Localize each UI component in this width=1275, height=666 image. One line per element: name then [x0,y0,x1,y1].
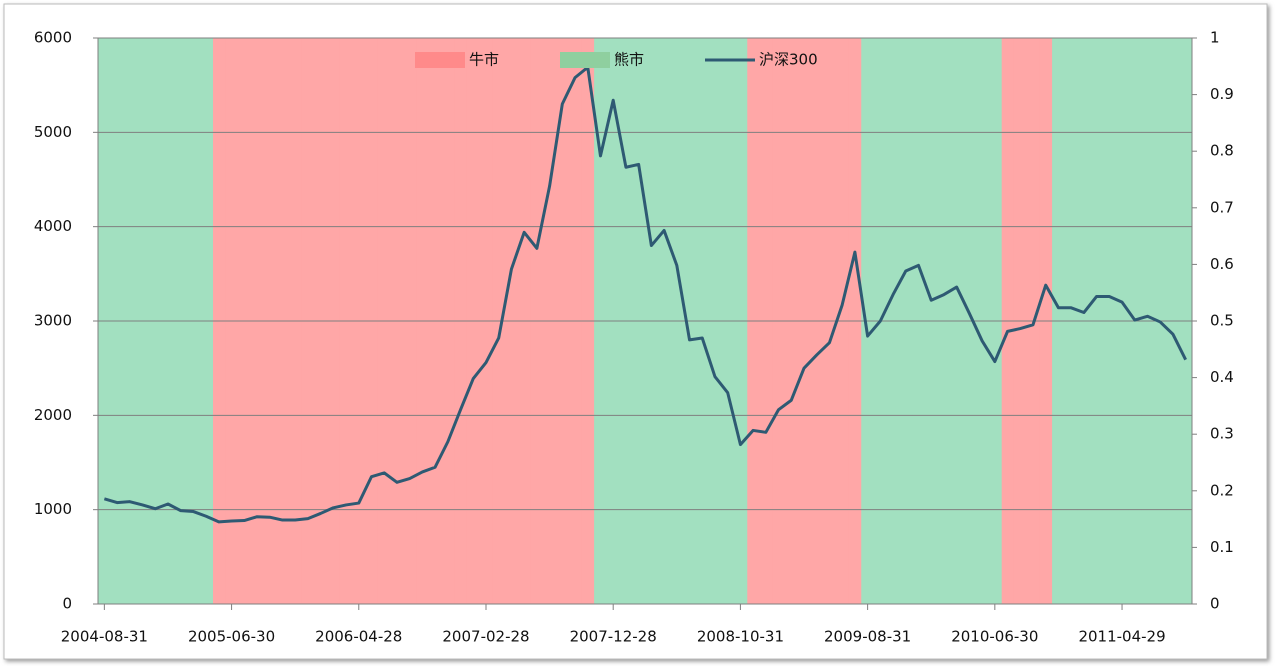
x-tick-label: 2008-10-31 [697,628,784,646]
y2-tick-label: 0.7 [1210,198,1234,216]
legend-swatch [560,52,610,68]
y-tick-label: 2000 [34,406,72,424]
y2-tick-label: 0.5 [1210,312,1234,330]
legend-label: 熊市 [614,51,644,69]
y-tick-label: 4000 [34,217,72,235]
x-tick-label: 2005-06-30 [188,628,275,646]
y-tick-label: 5000 [34,123,72,141]
y2-tick-label: 0.6 [1210,255,1234,273]
y2-tick-label: 0.3 [1210,425,1234,443]
y2-tick-label: 0.9 [1210,85,1234,103]
y2-tick-label: 1 [1210,29,1220,47]
legend-swatch [415,52,465,68]
x-tick-label: 2011-04-29 [1078,628,1165,646]
legend-label: 牛市 [469,51,499,69]
line-series [103,65,1187,524]
x-tick-label: 2007-02-28 [442,628,529,646]
y-tick-label: 1000 [34,500,72,518]
x-tick-label: 2007-12-28 [570,628,657,646]
y2-tick-label: 0.1 [1210,538,1234,556]
y-tick-label: 0 [62,595,72,613]
y-tick-label: 3000 [34,312,72,330]
x-tick-label: 2010-06-30 [951,628,1038,646]
x-tick-label: 2004-08-31 [61,628,148,646]
y2-tick-label: 0 [1210,595,1220,613]
y2-tick-label: 0.4 [1210,368,1234,386]
y2-tick-label: 0.8 [1210,142,1234,160]
legend-label: 沪深300 [759,51,818,69]
y2-tick-label: 0.2 [1210,481,1234,499]
x-tick-label: 2009-08-31 [824,628,911,646]
x-tick-label: 2006-04-28 [315,628,402,646]
y-tick-label: 6000 [34,29,72,47]
